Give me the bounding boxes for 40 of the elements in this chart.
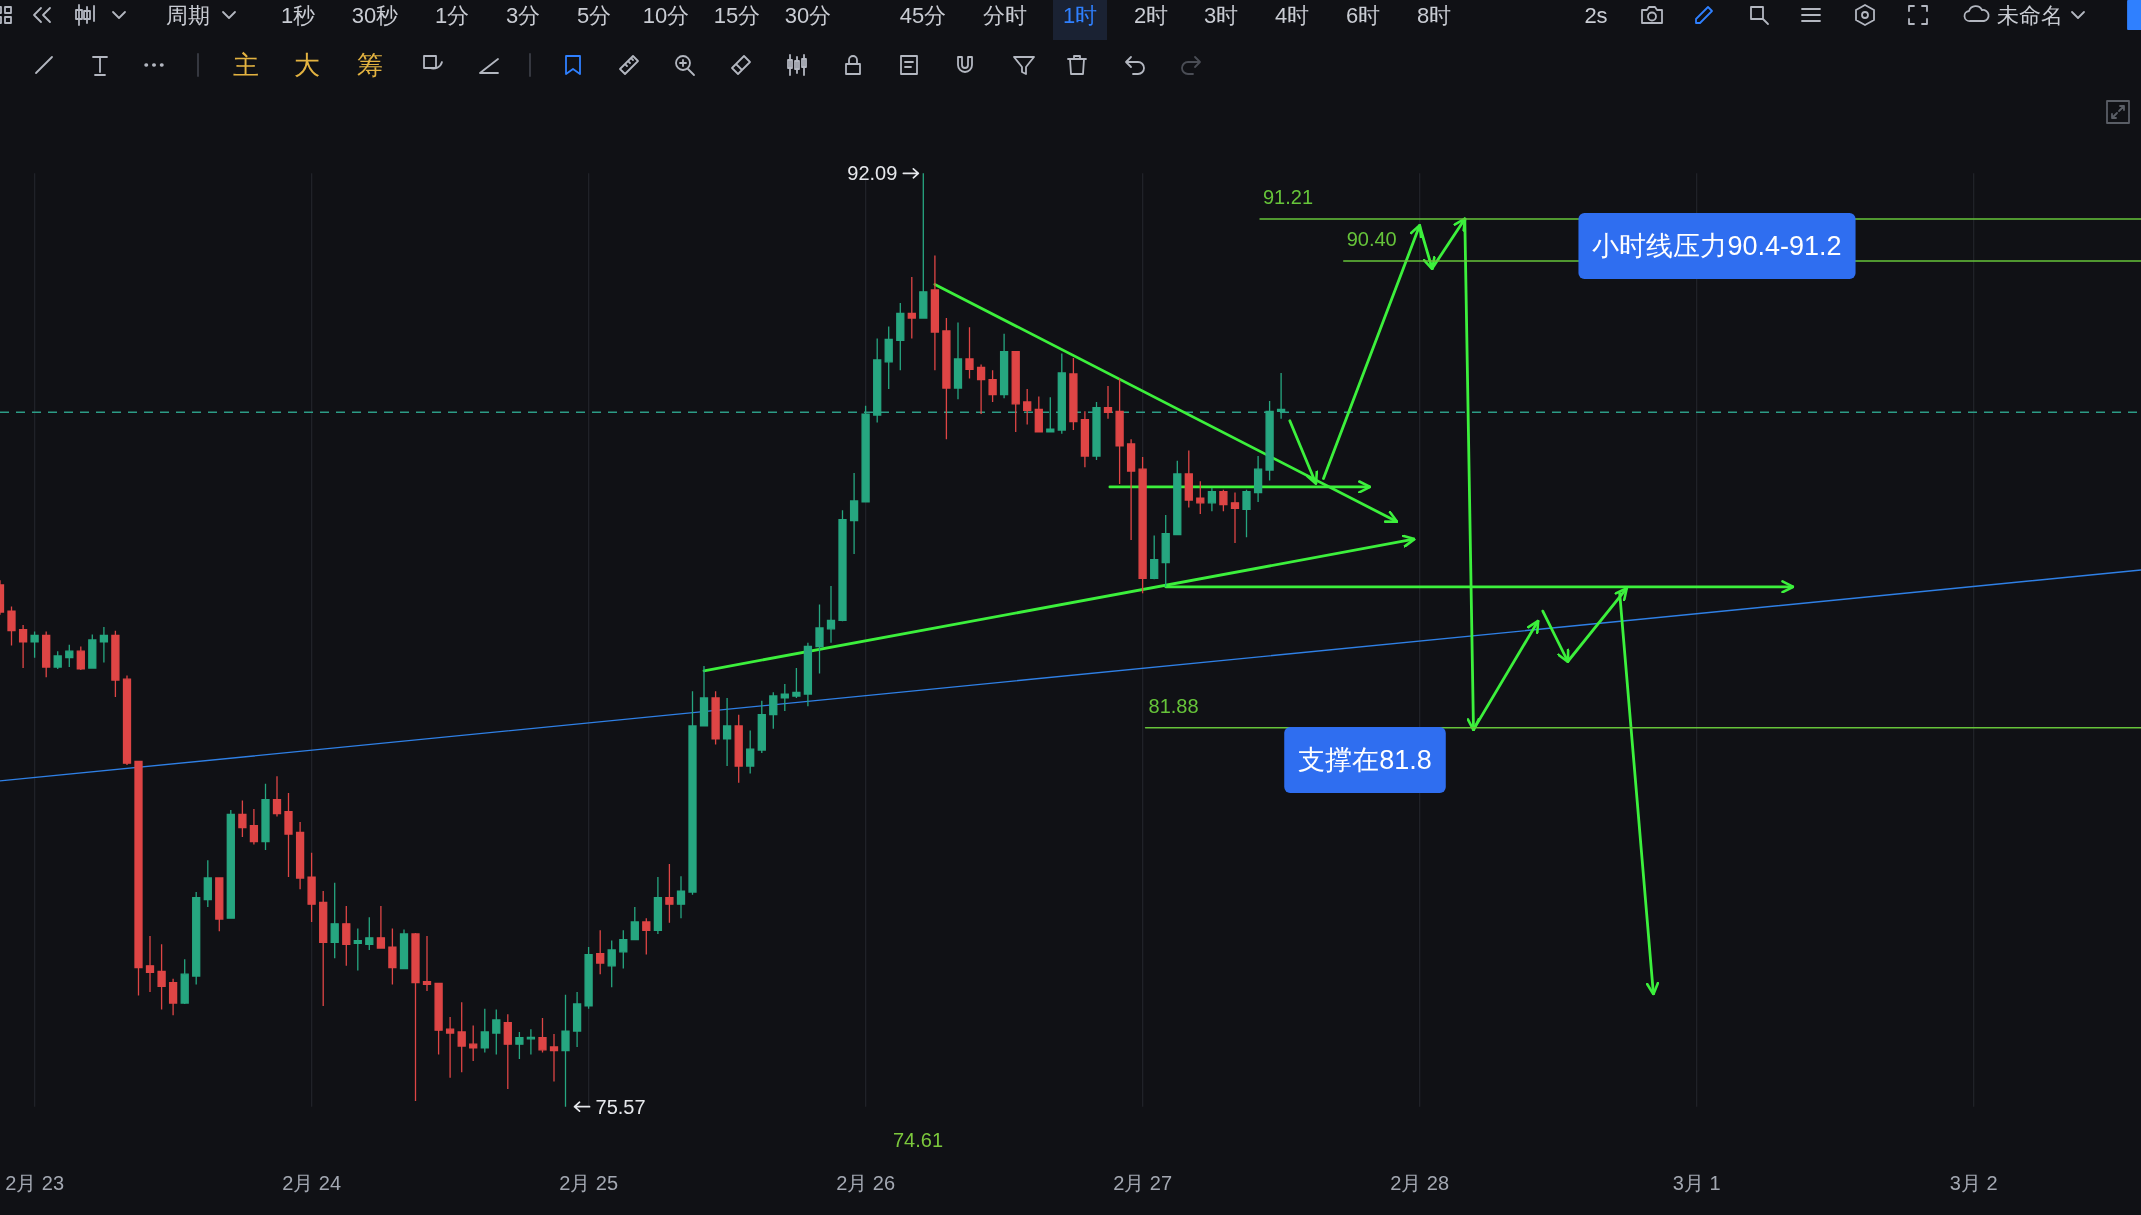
x-tick-label: 2月 27 [1113, 1172, 1173, 1194]
text: 1时 [1062, 2, 1098, 28]
annotation: 小时线压力90.4-91.2 [1592, 231, 1842, 261]
text: 3时 [1203, 2, 1239, 28]
x-tick-label: 3月 2 [1949, 1172, 1998, 1194]
x-tick-label: 2月 26 [836, 1172, 896, 1194]
x-tick-label: 2月 23 [5, 1172, 65, 1194]
series-label: 90.40 [1346, 228, 1397, 251]
x-tick-label: 2月 28 [1390, 1172, 1450, 1194]
annotation: 75.57 [595, 1095, 646, 1118]
annotation: 92.09 [847, 162, 898, 185]
text: 74.61 [893, 1129, 944, 1151]
text: 主 [233, 50, 259, 80]
x-tick-label: 3月 1 [1672, 1172, 1721, 1194]
text: 45分 [899, 2, 947, 28]
text: 15分 [713, 2, 761, 28]
text: 周期 [166, 2, 210, 28]
text: 10分 [642, 2, 690, 28]
x-tick-label: 2月 24 [282, 1172, 342, 1194]
text: 未命名 [1997, 2, 2063, 28]
annotation: 支撑在81.8 [1298, 745, 1432, 775]
text: 筹 [357, 50, 383, 80]
text: 2时 [1133, 2, 1169, 28]
text: 30分 [784, 2, 832, 28]
note-box: 支撑在81.8 [1284, 727, 1446, 793]
text: 5分 [576, 2, 612, 28]
series-label: 91.21 [1262, 186, 1314, 209]
series-label: 81.88 [1148, 694, 1199, 717]
note-box: 小时线压力90.4-91.2 [1578, 213, 1856, 279]
x-tick-label: 2月 25 [559, 1172, 619, 1194]
text: 3分 [505, 2, 541, 28]
text: 6时 [1345, 2, 1381, 28]
text: 8时 [1416, 2, 1452, 28]
text: 大 [294, 50, 320, 80]
text: 1秒 [280, 2, 316, 28]
text: 分时 [983, 2, 1027, 28]
text: 30秒 [351, 2, 399, 28]
text: 2s [1584, 2, 1608, 28]
text: 4时 [1274, 2, 1310, 28]
text: 1分 [434, 2, 470, 28]
